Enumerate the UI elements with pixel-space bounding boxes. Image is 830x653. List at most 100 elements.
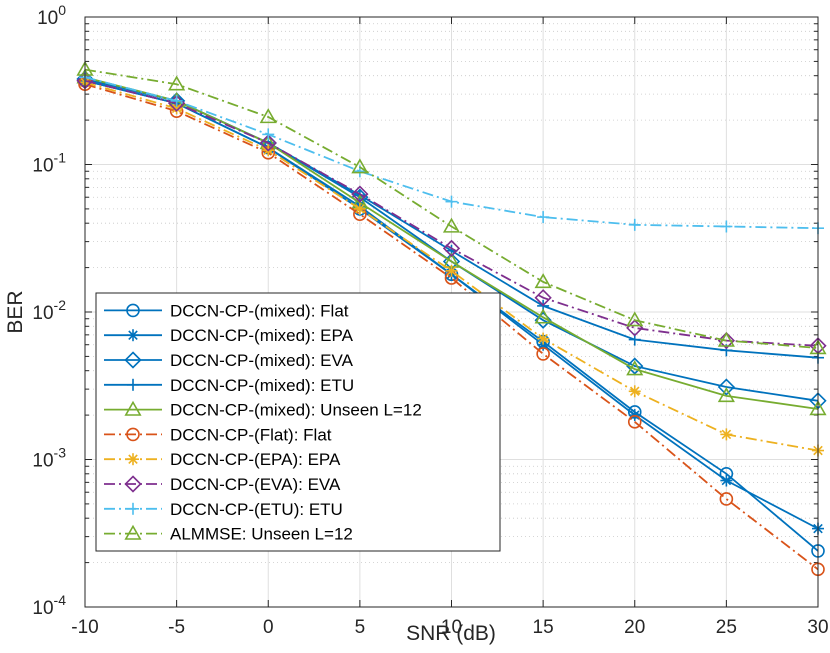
marker-asterisk [445, 264, 458, 277]
marker-asterisk-d2 [171, 103, 182, 114]
legend-box [95, 292, 501, 552]
series-line [84, 68, 819, 349]
marker-triangle [717, 331, 735, 347]
marker-circle [627, 415, 642, 429]
x-tick-label: 20 [624, 617, 645, 638]
legend-item: DCCN-CP-(EPA): EPA [104, 450, 341, 469]
marker-asterisk [127, 453, 139, 466]
y-tick-exponent: -2 [54, 297, 67, 313]
x-tick-label: 5 [355, 617, 366, 638]
legend-item: DCCN-CP-(mixed): Flat [104, 301, 349, 320]
marker-asterisk [353, 202, 366, 215]
legend: DCCN-CP-(mixed): Flat DCCN-CP-(mixed): EP… [95, 292, 501, 552]
legend-label: DCCN-CP-(mixed): Unseen L=12 [170, 401, 422, 420]
marker-triangle [534, 273, 552, 289]
marker-diamond [717, 331, 736, 350]
marker-diamond [351, 185, 369, 203]
legend-item: DCCN-CP-(mixed): ETU [104, 376, 354, 395]
legend-label: DCCN-CP-(mixed): EVA [170, 351, 354, 370]
marker-asterisk-d2 [128, 454, 138, 464]
marker-plus [445, 195, 458, 208]
marker-plus [537, 211, 550, 224]
marker-asterisk [720, 474, 733, 487]
marker-triangle [442, 217, 461, 233]
marker-triangle [717, 387, 735, 403]
legend-label: ALMMSE: Unseen L=12 [170, 525, 353, 544]
marker-asterisk [127, 329, 139, 342]
legend-label: DCCN-CP-(mixed): Flat [170, 301, 349, 320]
marker-triangle [626, 311, 644, 327]
y-tick-base: 10 [37, 8, 58, 29]
series-line [84, 83, 819, 571]
marker-circle [536, 347, 550, 361]
plot-border [84, 16, 819, 608]
marker-asterisk-d2 [629, 386, 640, 397]
marker-circle [126, 303, 140, 318]
y-tick-exponent: -4 [54, 592, 67, 608]
marker-asterisk-d2 [721, 429, 732, 440]
marker-plus [720, 220, 733, 233]
marker-diamond [124, 475, 142, 493]
marker-diamond [534, 289, 552, 307]
series-line [84, 79, 819, 347]
marker-asterisk [720, 428, 733, 441]
x-tick-label: 0 [263, 617, 274, 638]
series-7 [79, 76, 824, 457]
x-tick-labels: -10 -5 0 5 10 15 20 25 30 [71, 617, 828, 638]
marker-diamond [626, 357, 644, 375]
marker-circle [126, 427, 140, 442]
marker-plus [127, 378, 139, 391]
y-tick-exponent: -1 [54, 150, 67, 166]
marker-triangle [351, 158, 369, 174]
legend-label: DCCN-CP-(mixed): ETU [170, 376, 354, 395]
y-tick-label: 10-3 [32, 445, 66, 472]
y-tick-label: 10-1 [32, 150, 66, 177]
marker-plus [262, 128, 275, 141]
y-tick-base: 10 [32, 451, 53, 472]
marker-diamond [717, 378, 736, 396]
legend-label: DCCN-CP-(mixed): EPA [170, 326, 354, 345]
legend-label: DCCN-CP-(ETU): ETU [170, 500, 343, 519]
marker-triangle [124, 400, 142, 416]
y-axis-label: BER [4, 290, 27, 333]
x-tick-label: 25 [716, 617, 737, 638]
marker-asterisk-d2 [446, 266, 457, 276]
x-tick-label: -10 [71, 617, 98, 638]
marker-asterisk-d2 [355, 204, 365, 214]
legend-item: ALMMSE: Unseen L=12 [104, 525, 353, 544]
marker-triangle [626, 360, 644, 376]
y-tick-exponent: 0 [58, 2, 66, 18]
x-tick-label: 10 [441, 617, 462, 638]
x-tick-label: 15 [533, 617, 554, 638]
marker-asterisk [628, 385, 641, 398]
x-tick-label: -5 [168, 617, 185, 638]
x-axis-label: SNR (dB) [406, 622, 496, 645]
legend-label: DCCN-CP-(EVA): EVA [170, 475, 341, 494]
marker-plus [127, 502, 139, 515]
y-tick-label: 10-4 [32, 592, 66, 619]
legend-item: DCCN-CP-(Flat): Flat [104, 425, 332, 444]
y-tick-label: 100 [37, 2, 66, 29]
legend-item: DCCN-CP-(mixed): EVA [104, 351, 354, 370]
marker-diamond [259, 134, 277, 152]
legend-item: DCCN-CP-(mixed): EPA [104, 326, 354, 345]
legend-item: DCCN-CP-(ETU): ETU [104, 500, 343, 519]
legend-item: DCCN-CP-(mixed): Unseen L=12 [104, 401, 422, 420]
legend-label: DCCN-CP-(EPA): EPA [170, 450, 341, 469]
marker-triangle [124, 524, 142, 540]
marker-circle [719, 492, 734, 506]
x-tick-label: 30 [807, 617, 828, 638]
y-tick-base: 10 [32, 303, 53, 324]
legend-label: DCCN-CP-(Flat): Flat [170, 425, 332, 444]
y-tick-label: 10-2 [32, 297, 66, 324]
y-tick-exponent: -3 [54, 445, 67, 461]
marker-asterisk-d2 [538, 333, 548, 344]
marker-asterisk [537, 332, 550, 345]
marker-diamond [124, 351, 142, 369]
series-line [84, 76, 819, 410]
y-tick-base: 10 [32, 156, 53, 177]
marker-triangle [168, 75, 186, 91]
marker-triangle [534, 308, 552, 324]
